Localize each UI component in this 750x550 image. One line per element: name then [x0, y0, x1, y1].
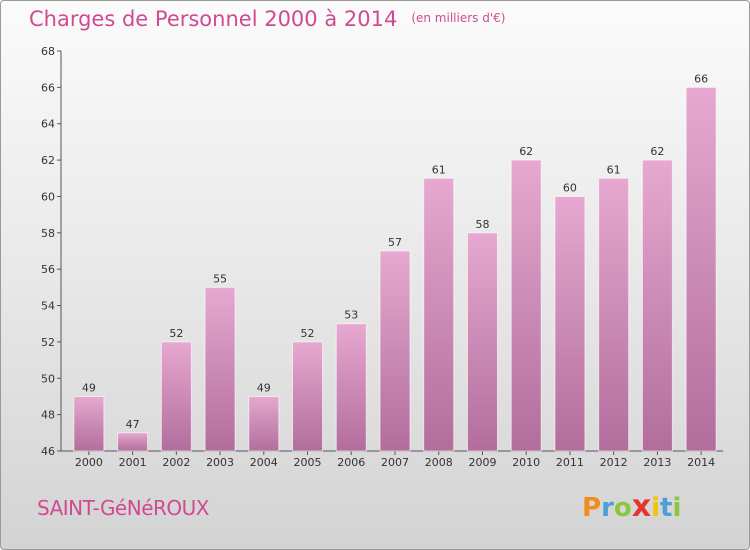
data-label-2014: 66 [694, 72, 708, 85]
y-tick-label: 56 [41, 263, 55, 276]
proxiti-logo: Proxiti [582, 489, 682, 524]
data-label-2011: 60 [563, 181, 577, 194]
x-tick-label-2009: 2009 [468, 456, 496, 469]
bar-2004 [248, 395, 280, 452]
x-tick-label-2010: 2010 [512, 456, 540, 469]
data-label-2013: 62 [650, 145, 664, 158]
bar-2013 [641, 159, 673, 452]
x-tick-label-2013: 2013 [643, 456, 671, 469]
bar-2014 [685, 86, 717, 452]
x-tick-label-2004: 2004 [250, 456, 278, 469]
data-label-2001: 47 [126, 418, 140, 431]
data-labels: 49 47 52 55 49 52 53 57 61 58 62 60 61 62 66 [82, 72, 708, 430]
y-tick-label: 52 [41, 336, 55, 349]
y-tick-label: 60 [41, 190, 55, 203]
data-label-2006: 53 [344, 309, 358, 322]
y-tick-label: 66 [41, 81, 55, 94]
bar-2003 [204, 286, 236, 452]
chart-unit: (en milliers d'€) [411, 11, 506, 25]
bar-2011 [554, 195, 586, 452]
bar-2001 [117, 432, 149, 452]
chart-title-text: Charges de Personnel 2000 à 2014 [29, 7, 398, 31]
x-tick-label-2003: 2003 [206, 456, 234, 469]
x-tick-label-2002: 2002 [162, 456, 190, 469]
bar-2005 [292, 341, 324, 452]
chart-title: Charges de Personnel 2000 à 2014 (en mill… [29, 7, 505, 31]
y-tick-label: 50 [41, 372, 55, 385]
data-label-2012: 61 [607, 163, 621, 176]
bar-2008 [423, 177, 455, 452]
y-tick-label: 54 [41, 300, 55, 313]
x-tick-label-2001: 2001 [119, 456, 147, 469]
bar-2009 [466, 232, 498, 452]
data-label-2009: 58 [475, 218, 489, 231]
y-tick-label: 68 [41, 45, 55, 58]
x-tick-label-2000: 2000 [75, 456, 103, 469]
y-tick-label: 62 [41, 154, 55, 167]
y-tick-label: 64 [41, 118, 55, 131]
data-label-2010: 62 [519, 145, 533, 158]
x-tick-label-2008: 2008 [425, 456, 453, 469]
y-tick-label: 58 [41, 227, 55, 240]
bar-2002 [160, 341, 192, 452]
data-label-2007: 57 [388, 236, 402, 249]
data-label-2005: 52 [301, 327, 315, 340]
data-label-2002: 52 [169, 327, 183, 340]
bar-2012 [598, 177, 630, 452]
bar-2006 [335, 323, 367, 452]
chart-axes: 46 48 50 52 54 56 58 60 62 64 66 68 2000 2001 2002 2003… [41, 45, 723, 469]
data-label-2003: 55 [213, 272, 227, 285]
commune-name: SAINT-GéNéROUX [37, 496, 209, 520]
bar-2000 [73, 395, 105, 452]
data-label-2008: 61 [432, 163, 446, 176]
x-tick-label-2005: 2005 [294, 456, 322, 469]
x-tick-label-2014: 2014 [687, 456, 715, 469]
data-label-2004: 49 [257, 381, 271, 394]
x-tick-label-2006: 2006 [337, 456, 365, 469]
bar-2007 [379, 250, 411, 452]
y-tick-label: 48 [41, 409, 55, 422]
x-tick-label-2012: 2012 [600, 456, 628, 469]
x-tick-label-2007: 2007 [381, 456, 409, 469]
bar-series [73, 86, 717, 452]
bar-2010 [510, 159, 542, 452]
y-tick-label: 46 [41, 445, 55, 458]
x-tick-label-2011: 2011 [556, 456, 584, 469]
data-label-2000: 49 [82, 381, 96, 394]
